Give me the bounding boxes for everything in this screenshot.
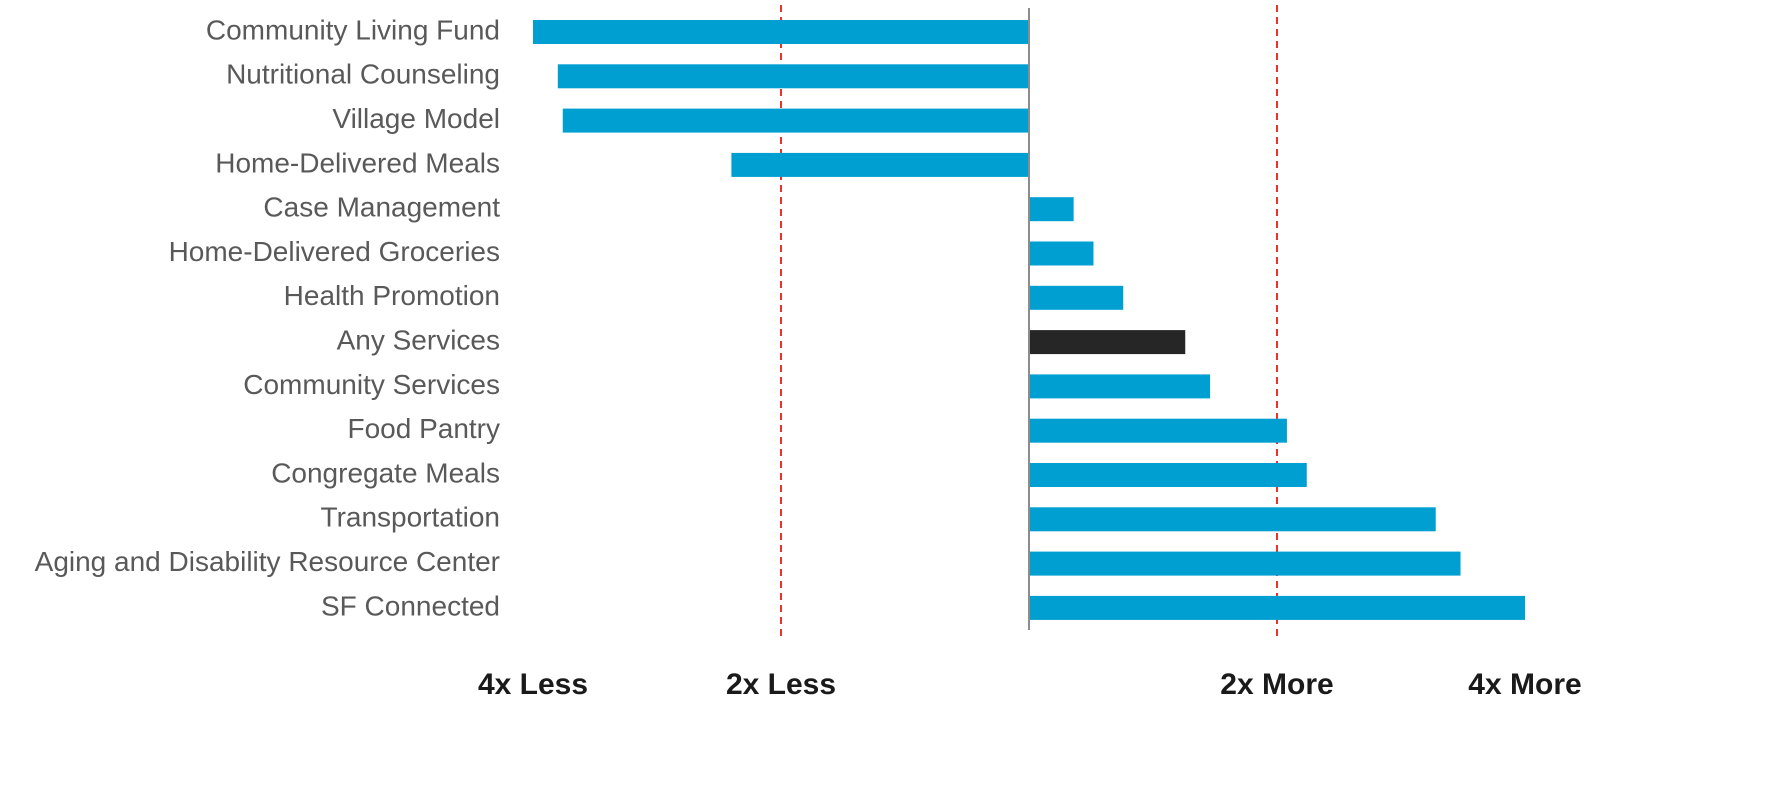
bar <box>1029 595 1525 620</box>
bar <box>1029 241 1094 266</box>
y-tick-label: Transportation <box>321 502 501 533</box>
y-tick-label: Food Pantry <box>347 413 500 444</box>
bar <box>1029 551 1461 576</box>
bar <box>1029 463 1307 487</box>
y-tick-label: Health Promotion <box>284 280 500 311</box>
bar <box>1029 285 1124 310</box>
y-tick-label: SF Connected <box>321 590 500 621</box>
y-tick-label: Community Living Fund <box>206 14 500 45</box>
y-tick-label: Home-Delivered Groceries <box>169 236 500 267</box>
x-tick-label: 4x More <box>1468 668 1581 701</box>
x-tick-label: 4x Less <box>478 668 588 701</box>
bar <box>1029 418 1287 443</box>
y-tick-label: Case Management <box>263 192 500 223</box>
bar <box>1029 197 1074 222</box>
bar <box>1029 374 1211 399</box>
bar <box>731 152 1029 177</box>
y-tick-label: Village Model <box>332 103 500 134</box>
y-tick-label: Nutritional Counseling <box>226 59 500 90</box>
bar <box>1029 507 1436 532</box>
y-tick-label: Home-Delivered Meals <box>215 147 500 178</box>
bar <box>1029 330 1186 355</box>
bar <box>562 108 1029 133</box>
bar <box>557 64 1029 89</box>
y-tick-label: Congregate Meals <box>271 457 500 488</box>
bar <box>533 20 1029 44</box>
y-tick-label: Aging and Disability Resource Center <box>35 546 500 577</box>
x-tick-label: 2x Less <box>726 668 836 701</box>
y-tick-label: Community Services <box>243 369 500 400</box>
x-tick-label: 2x More <box>1220 668 1333 701</box>
y-tick-label: Any Services <box>337 324 500 355</box>
